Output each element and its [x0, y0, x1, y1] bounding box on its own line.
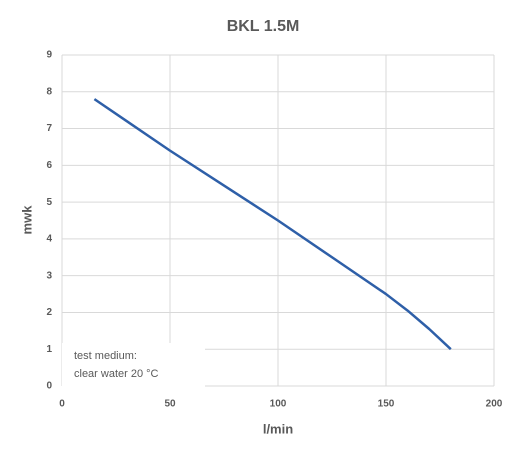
x-tick-label: 150 — [378, 399, 395, 410]
annotation: clear water 20 °C — [74, 368, 159, 380]
y-tick-label: 4 — [46, 234, 52, 245]
chart-title: BKL 1.5M — [227, 18, 300, 35]
y-tick-label: 6 — [46, 160, 52, 171]
y-tick-label: 5 — [46, 197, 52, 208]
y-tick-label: 7 — [46, 123, 52, 134]
y-tick-label: 1 — [46, 344, 52, 355]
x-tick-label: 0 — [59, 399, 65, 410]
y-tick-label: 2 — [46, 307, 52, 318]
y-tick-label: 9 — [46, 50, 52, 61]
y-tick-label: 0 — [46, 381, 52, 392]
x-axis-title: l/min — [263, 421, 293, 436]
annotation: test medium: — [74, 350, 137, 362]
x-tick-label: 100 — [270, 399, 287, 410]
y-tick-label: 8 — [46, 86, 52, 97]
annotation-box — [62, 343, 205, 387]
y-tick-label: 3 — [46, 270, 52, 281]
x-tick-label: 200 — [486, 399, 503, 410]
x-tick-label: 50 — [164, 399, 176, 410]
y-axis-title: mwk — [19, 205, 34, 235]
data-line — [93, 98, 452, 351]
